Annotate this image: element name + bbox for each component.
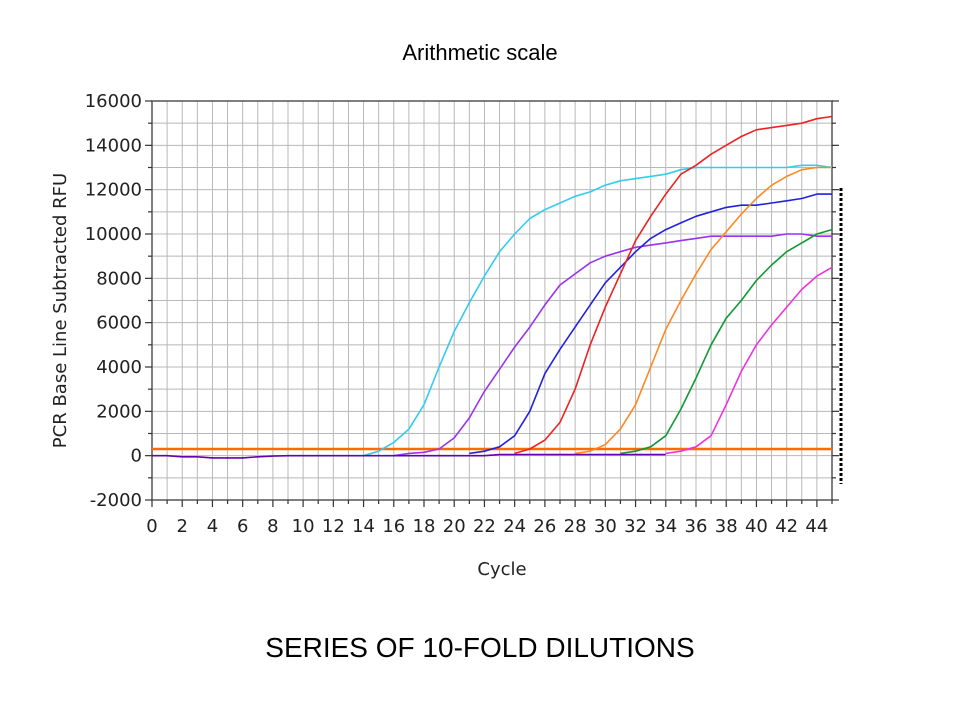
x-tick-label: 12 (322, 516, 345, 537)
series-line-5 (574, 166, 832, 455)
series-line-3 (469, 193, 832, 455)
x-tick-label: 24 (503, 516, 526, 537)
x-axis-label: Cycle (477, 559, 526, 580)
x-tick-label: 2 (176, 516, 187, 537)
y-tick-label: 6000 (96, 313, 142, 334)
tick-marks (145, 100, 839, 507)
x-tick-label: 10 (292, 516, 315, 537)
x-tick-label: 34 (654, 516, 677, 537)
chart-grid (151, 100, 833, 501)
x-tick-label: 22 (473, 516, 496, 537)
y-tick-label: -2000 (90, 490, 142, 511)
x-tick-label: 14 (352, 516, 375, 537)
page-title: Arithmetic scale (402, 40, 558, 65)
series-line-8 (152, 453, 666, 459)
series-line-7 (665, 266, 833, 455)
series-line-4 (514, 115, 833, 455)
y-tick-label: 14000 (85, 135, 142, 156)
x-tick-label: 38 (715, 516, 738, 537)
x-tick-label: 8 (267, 516, 278, 537)
y-tick-labels: 16000 14000 12000 10000 8000 6000 4000 2000 0 -20… (85, 91, 142, 511)
x-tick-label: 28 (564, 516, 587, 537)
x-tick-label: 32 (624, 516, 647, 537)
series-layer (152, 115, 833, 459)
y-tick-label: 0 (131, 446, 142, 467)
series-line-2 (393, 233, 832, 457)
y-tick-label: 4000 (96, 357, 142, 378)
y-tick-label: 10000 (85, 224, 142, 245)
y-tick-label: 2000 (96, 401, 142, 422)
series-line-1 (363, 164, 833, 457)
x-tick-label: 4 (207, 516, 218, 537)
y-axis-label: PCR Base Line Subtracted RFU (50, 173, 71, 448)
x-tick-label: 40 (745, 516, 768, 537)
x-tick-label: 18 (413, 516, 436, 537)
x-tick-labels: 0 2 4 6 8 10 12 14 16 18 20 22 24 26 28 30 32 34 36 38 40 42 4… (146, 516, 828, 537)
x-tick-label: 26 (533, 516, 556, 537)
x-tick-label: 20 (443, 516, 466, 537)
x-tick-label: 44 (805, 516, 828, 537)
chart-caption: SERIES OF 10-FOLD DILUTIONS (265, 632, 695, 663)
x-tick-label: 0 (146, 516, 157, 537)
x-tick-label: 6 (237, 516, 248, 537)
x-tick-label: 30 (594, 516, 617, 537)
x-tick-label: 16 (382, 516, 405, 537)
y-tick-label: 16000 (85, 91, 142, 112)
x-tick-label: 42 (775, 516, 798, 537)
series-line-6 (620, 228, 833, 455)
x-tick-label: 36 (685, 516, 708, 537)
y-tick-label: 8000 (96, 268, 142, 289)
y-tick-label: 12000 (85, 180, 142, 201)
